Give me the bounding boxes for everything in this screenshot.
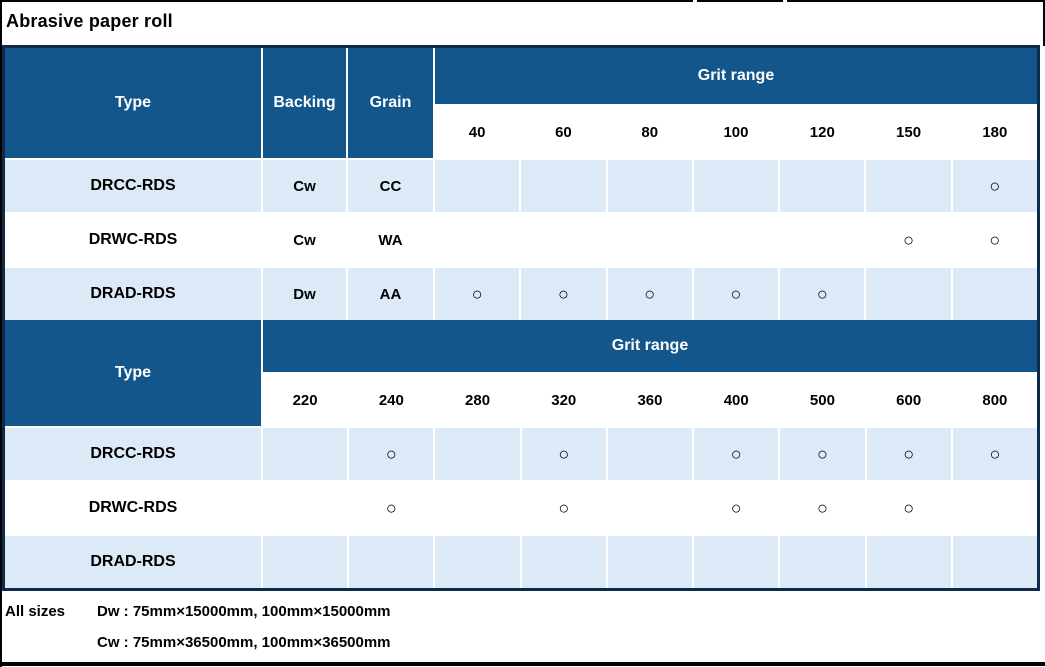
type-cell: DRWC-RDS — [5, 214, 261, 266]
grit-mark-cell — [349, 536, 434, 588]
sheet-border-gap — [783, 0, 787, 2]
backing-cell: Cw — [263, 160, 346, 212]
sheet-border-left — [0, 0, 2, 667]
grit-mark-cell: ○ — [866, 214, 951, 266]
grit-mark-cell: ○ — [952, 160, 1037, 212]
grit-header-cell: 600 — [866, 374, 951, 426]
grit-mark-cell — [607, 482, 693, 534]
grit-mark-cell — [521, 536, 606, 588]
grit-mark-cell — [607, 214, 692, 266]
grain-cell: WA — [348, 214, 433, 266]
grit-header-cell: 60 — [521, 106, 606, 158]
grit-mark-cell: ○ — [693, 268, 779, 320]
grit-mark-cell — [435, 160, 520, 212]
grit-mark-cell — [263, 428, 348, 480]
grain-cell: CC — [348, 160, 433, 212]
sheet-border-gap — [693, 0, 697, 2]
grit-mark-cell — [607, 428, 693, 480]
grit-mark-cell: ○ — [952, 214, 1037, 266]
grit-mark-cell: ○ — [607, 268, 692, 320]
table2-header-grit-range: Grit range — [263, 320, 1037, 372]
grit-mark-cell — [521, 160, 606, 212]
grit-mark-cell — [693, 214, 779, 266]
grit-mark-cell — [435, 214, 520, 266]
grit-mark-cell: ○ — [521, 268, 606, 320]
grit-header-cell: 360 — [607, 374, 693, 426]
grit-mark-cell: ○ — [866, 482, 951, 534]
grit-header-cell: 240 — [349, 374, 434, 426]
grit-header-cell: 400 — [694, 374, 779, 426]
grit-mark-cell — [263, 536, 348, 588]
grit-mark-cell — [263, 482, 348, 534]
grit-header-cell: 80 — [607, 106, 692, 158]
size-note: All sizes Dw : 75mm×15000mm, 100mm×15000… — [5, 596, 391, 658]
table2-header-type: Type — [5, 320, 261, 426]
grit-mark-cell: ○ — [780, 482, 865, 534]
grit-mark-cell — [607, 160, 692, 212]
grit-header-cell: 150 — [866, 106, 951, 158]
sheet-border-right — [1043, 0, 1045, 46]
page-title: Abrasive paper roll — [6, 11, 173, 31]
grit-mark-cell — [780, 160, 865, 212]
dw-sizes-text: Dw : 75mm×15000mm, 100mm×15000mm — [97, 603, 391, 620]
grit-mark-cell — [521, 214, 606, 266]
type-cell: DRCC-RDS — [5, 428, 261, 480]
grit-header-cell: 40 — [435, 106, 520, 158]
type-cell: DRAD-RDS — [5, 536, 261, 588]
grit-header-cell: 500 — [780, 374, 865, 426]
grit-mark-cell — [607, 536, 693, 588]
cw-sizes-text: Cw : 75mm×36500mm, 100mm×36500mm — [97, 634, 391, 651]
grit-mark-cell: ○ — [694, 428, 779, 480]
grit-header-cell: 800 — [952, 374, 1037, 426]
grit-mark-cell — [780, 536, 865, 588]
grit-header-cell: 320 — [521, 374, 606, 426]
grit-mark-cell: ○ — [780, 268, 865, 320]
type-cell: DRAD-RDS — [5, 268, 261, 320]
grit-mark-cell — [435, 428, 520, 480]
grit-header-cell: 220 — [263, 374, 348, 426]
grit-mark-cell: ○ — [521, 482, 606, 534]
grit-mark-cell — [866, 536, 951, 588]
table1-header-grain: Grain — [348, 48, 433, 158]
grit-mark-cell — [866, 160, 951, 212]
table1-header-type: Type — [5, 48, 261, 158]
grit-mark-cell — [952, 536, 1037, 588]
table1-header-backing: Backing — [263, 48, 346, 158]
backing-cell: Cw — [263, 214, 346, 266]
grit-mark-cell: ○ — [349, 482, 434, 534]
grit-mark-cell: ○ — [521, 428, 606, 480]
table1-header-grit-range: Grit range — [435, 48, 1037, 104]
grit-mark-cell — [435, 536, 520, 588]
type-cell: DRWC-RDS — [5, 482, 261, 534]
grit-header-cell: 280 — [435, 374, 520, 426]
grit-mark-cell — [694, 536, 779, 588]
type-cell: DRCC-RDS — [5, 160, 261, 212]
all-sizes-label: All sizes — [5, 603, 66, 620]
grit-mark-cell — [952, 482, 1037, 534]
grit-mark-cell: ○ — [694, 482, 779, 534]
backing-cell: Dw — [263, 268, 346, 320]
product-table-coarse: Type Backing Grain Grit range 40 60 80 1… — [5, 48, 1037, 320]
grit-header-cell: 120 — [780, 106, 865, 158]
product-table-fine: Type Grit range 220 240 280 320 360 400 … — [5, 320, 1037, 588]
grit-mark-cell: ○ — [952, 428, 1037, 480]
grit-mark-cell — [693, 160, 779, 212]
grit-header-cell: 100 — [693, 106, 779, 158]
sheet-border-bottom — [0, 662, 1045, 666]
grit-mark-cell: ○ — [435, 268, 520, 320]
grit-mark-cell — [952, 268, 1037, 320]
grit-mark-cell — [780, 214, 865, 266]
grit-header-cell: 180 — [952, 106, 1037, 158]
grit-mark-cell: ○ — [349, 428, 434, 480]
grit-tables: Type Backing Grain Grit range 40 60 80 1… — [2, 45, 1040, 591]
grit-mark-cell: ○ — [780, 428, 865, 480]
grit-mark-cell: ○ — [866, 428, 951, 480]
grit-mark-cell — [866, 268, 951, 320]
grain-cell: AA — [348, 268, 433, 320]
grit-mark-cell — [435, 482, 520, 534]
sheet-border-top — [0, 0, 1045, 2]
